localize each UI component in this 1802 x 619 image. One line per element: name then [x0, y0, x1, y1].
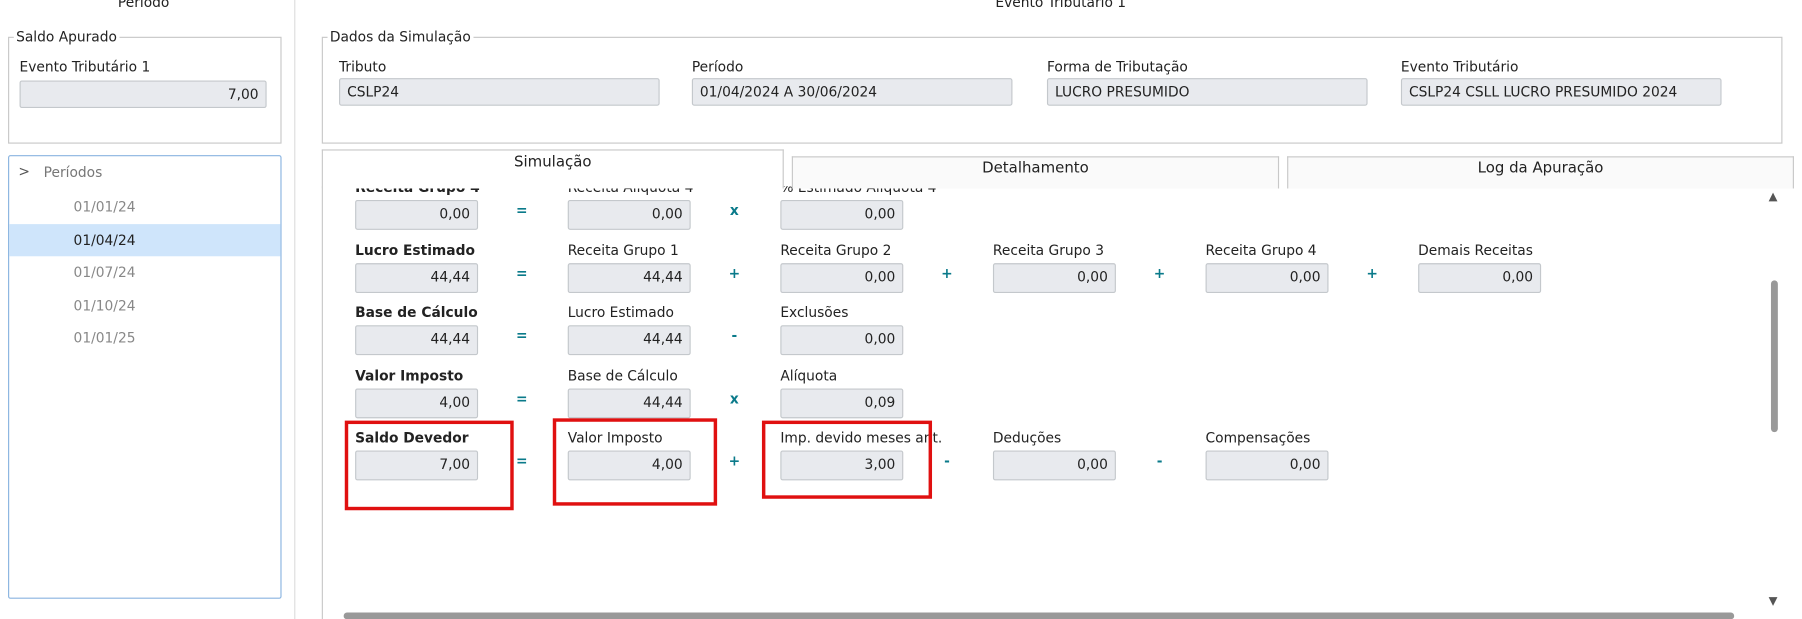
- result-input[interactable]: 44,44: [355, 325, 479, 356]
- term-input[interactable]: 0,09: [780, 387, 904, 418]
- tree-item[interactable]: 01/04/24: [9, 223, 281, 256]
- term-label: % Estimado Alíquota 4: [780, 186, 937, 196]
- term-label: Lucro Estimado: [567, 304, 674, 321]
- result-label: Receita Grupo 4: [355, 186, 480, 196]
- legend: Saldo Apurado: [13, 28, 120, 45]
- operator: -: [731, 327, 738, 344]
- term-input[interactable]: 0,00: [1418, 262, 1542, 293]
- field-label: Evento Tributário: [1400, 58, 1519, 75]
- divider: [294, 0, 296, 619]
- term-label: Receita Grupo 4: [1205, 241, 1317, 259]
- field-input[interactable]: CSLP24 CSLL LUCRO PRESUMIDO 2024: [1400, 78, 1722, 106]
- tree: > Períodos 01/01/24 01/04/24 01/07/24 01/10…: [8, 155, 282, 599]
- input[interactable]: 7,00: [19, 80, 267, 109]
- term-label: Compensações: [1205, 429, 1311, 446]
- term-input[interactable]: 0,00: [780, 199, 904, 230]
- term-label: Imp. devido meses ant.: [780, 429, 943, 446]
- term-input[interactable]: 0,00: [992, 262, 1116, 293]
- result-input[interactable]: 0,00: [355, 199, 479, 230]
- highlight: [552, 418, 718, 506]
- operator: +: [728, 264, 741, 281]
- term-input[interactable]: 0,00: [567, 199, 691, 230]
- term-input[interactable]: 44,44: [567, 325, 691, 356]
- term-label: Receita Grupo 2: [780, 241, 892, 259]
- operator: =: [515, 264, 528, 281]
- term-input[interactable]: 4,00: [567, 450, 691, 481]
- scroll-down[interactable]: ▼: [1768, 595, 1778, 608]
- saldo-box: Saldo Apurado Evento Tributário 1 7,00: [8, 28, 282, 144]
- operator: -: [944, 452, 950, 469]
- h-scrollbar[interactable]: [343, 612, 1735, 619]
- result-label: Lucro Estimado: [355, 241, 475, 259]
- term-input[interactable]: 44,44: [567, 387, 691, 418]
- term-label: Receita Grupo 3: [992, 241, 1104, 259]
- operator: +: [941, 264, 953, 281]
- left-header: Período: [117, 0, 170, 11]
- operator: -: [1156, 452, 1163, 469]
- tree-item[interactable]: 01/01/25: [73, 329, 136, 346]
- field-input[interactable]: LUCRO PRESUMIDO: [1046, 78, 1368, 106]
- result-input[interactable]: 44,44: [355, 262, 479, 293]
- result-label: Valor Imposto: [355, 367, 464, 384]
- v-scrollbar[interactable]: [1770, 280, 1778, 433]
- term-label: Alíquota: [780, 367, 838, 384]
- tab[interactable]: Detalhamento: [791, 156, 1280, 189]
- tab[interactable]: Log da Apuração: [1287, 156, 1794, 189]
- operator: =: [515, 202, 528, 219]
- operator: x: [729, 390, 739, 407]
- field-label: Tributo: [339, 58, 387, 75]
- term-input[interactable]: 0,00: [780, 325, 904, 356]
- term-input[interactable]: 0,00: [1205, 450, 1329, 481]
- tree-item[interactable]: 01/07/24: [73, 264, 136, 281]
- highlight: [761, 420, 933, 499]
- term-input[interactable]: 3,00: [780, 450, 904, 481]
- operator: +: [728, 452, 741, 469]
- tree-item[interactable]: 01/10/24: [73, 297, 136, 314]
- term-label: Base de Cálculo: [567, 367, 678, 384]
- operator: =: [515, 390, 528, 407]
- right-header: Evento Tributário 1: [995, 0, 1127, 11]
- operator: =: [515, 452, 528, 469]
- highlight: [344, 420, 514, 511]
- term-label: Valor Imposto: [567, 429, 663, 446]
- tree-root[interactable]: Períodos: [43, 164, 103, 181]
- field-label: Período: [691, 58, 744, 75]
- legend: Dados da Simulação: [327, 28, 474, 45]
- scroll-up[interactable]: ▲: [1768, 190, 1778, 204]
- operator: +: [1366, 264, 1378, 281]
- term-input[interactable]: 0,00: [992, 450, 1116, 481]
- simulation-panel: ▲ ▼ Receita Grupo 4 0,00 = Receita Alíquota…: [321, 186, 1793, 619]
- term-label: Exclusões: [780, 304, 849, 321]
- result-label: Saldo Devedor: [355, 429, 469, 446]
- field-input[interactable]: 01/04/2024 A 30/06/2024: [691, 78, 1013, 106]
- expander[interactable]: >: [18, 163, 30, 180]
- dados-box: Dados da Simulação Tributo CSLP24 Período 0…: [321, 28, 1783, 144]
- tree-item[interactable]: 01/01/24: [73, 198, 136, 215]
- field-label: Forma de Tributação: [1046, 58, 1188, 75]
- operator: x: [729, 202, 739, 219]
- term-label: Deduções: [992, 429, 1062, 446]
- term-label: Demais Receitas: [1418, 241, 1533, 259]
- result-input[interactable]: 7,00: [355, 450, 479, 481]
- operator: =: [515, 327, 528, 344]
- result-input[interactable]: 4,00: [355, 387, 479, 418]
- tab-active[interactable]: Simulação: [321, 149, 784, 189]
- label: Evento Tributário 1: [19, 58, 151, 75]
- term-label: Receita Alíquota 4: [567, 186, 694, 196]
- operator: +: [1153, 264, 1166, 281]
- result-label: Base de Cálculo: [355, 304, 478, 321]
- term-input[interactable]: 0,00: [1205, 262, 1329, 293]
- term-input[interactable]: 0,00: [780, 262, 904, 293]
- term-label: Receita Grupo 1: [567, 241, 679, 259]
- field-input[interactable]: CSLP24: [339, 78, 660, 106]
- term-input[interactable]: 44,44: [567, 262, 691, 293]
